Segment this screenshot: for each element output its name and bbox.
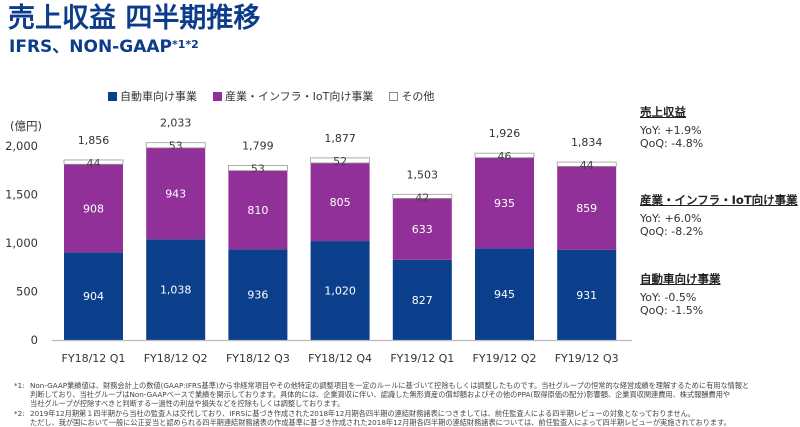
data-label: 945 [494,288,515,301]
data-label: 827 [412,294,433,307]
footnote-line: ただし、我が国において一般に公正妥当と認められる四半期連結財務諸表の作成基準に基… [30,417,731,427]
bar-segment-other [556,161,617,167]
data-label: 936 [247,289,268,302]
bar-segment-other [63,159,124,165]
total-label: 1,834 [571,136,603,149]
x-tick-label: FY18/12 Q3 [226,352,290,365]
side-note-qoq: QoQ: -4.8% [640,137,704,150]
data-label: 53 [251,162,265,175]
data-label: 908 [83,202,104,215]
x-tick-label: FY18/12 Q1 [62,352,126,365]
bar-segment-automotive [228,249,288,340]
total-label: 1,877 [324,132,356,145]
y-tick-label: 500 [16,285,38,299]
data-label: 53 [169,140,183,153]
subtitle-text: IFRS、NON-GAAP [9,37,172,57]
bar-segment-industrial [310,162,370,242]
x-tick-label: FY19/12 Q3 [555,352,619,365]
x-tick-label: FY18/12 Q2 [144,352,208,365]
data-label: 1,020 [324,285,356,298]
total-label: 2,033 [160,117,192,130]
bar-segment-industrial [557,166,617,250]
data-label: 931 [576,289,597,302]
side-note-automotive: 自動車向け事業 YoY: -0.5% QoQ: -1.5% [640,271,721,317]
bar-segment-other [310,157,371,164]
legend-swatch-automotive [108,91,117,101]
side-note-industrial: 産業・インフラ・IoT向け事業 YoY: +6.0% QoQ: -8.2% [640,192,798,238]
bar-segment-industrial [64,164,123,253]
data-label: 44 [580,159,594,172]
data-label: 935 [494,197,515,210]
data-label: 859 [576,202,597,215]
footnote-line: 当社グループが控除すべきと判断する一過性の利益や損失などを控除もしくは調整してお… [30,399,345,409]
side-note-yoy: YoY: +1.9% [640,124,702,137]
footnote-line: 判断しており、当社グループはNon-GAAPベースで業績を開示しております。具体… [30,390,731,400]
legend-item-automotive: 自動車向け事業 [108,88,197,104]
data-label: 1,038 [160,284,192,297]
footnote-mark: *2: [14,408,25,418]
footnote-line: 2019年12月期第１四半期から当社の監査人は交代しており、IFRSに基づき作成… [30,408,695,418]
y-tick-label: 0 [31,333,38,347]
bar-segment-automotive [64,252,123,340]
bar-segment-automotive [146,239,206,340]
data-label: 805 [330,196,351,209]
side-note-qoq: QoQ: -8.2% [640,225,704,238]
bar-segment-industrial [392,198,452,260]
legend-item-industrial: 産業・インフラ・IoT向け事業 [213,88,373,104]
legend-swatch-industrial [213,91,222,101]
footnote-line: Non-GAAP業績値は、財務会計上の数値(GAAP:IFRS基準)から非経常項… [30,381,750,390]
legend-label: 自動車向け事業 [120,90,197,103]
data-label: 810 [247,204,268,217]
bar-segment-automotive [392,259,452,340]
data-label: 44 [87,157,101,170]
footnote-mark: *1: [14,381,25,390]
page-title: 売上収益 四半期推移 [8,3,261,34]
footnote-2: *2: 2019年12月期第１四半期から当社の監査人は交代しており、IFRSに基… [14,409,794,427]
bar-segment-industrial [146,147,206,240]
legend-label: 産業・インフラ・IoT向け事業 [225,90,374,103]
data-label: 42 [415,191,429,204]
side-note-yoy: YoY: +6.0% [640,212,702,225]
data-label: 633 [412,223,433,236]
side-note-revenue: 売上収益 YoY: +1.9% QoQ: -4.8% [640,104,703,150]
data-label: 52 [333,155,347,168]
bar-segment-automotive [475,248,534,340]
page-subtitle: IFRS、NON-GAAP*1*2 [9,36,199,58]
total-label: 1,503 [407,168,439,181]
x-tick-label: FY18/12 Q4 [308,352,372,365]
legend-label: その他 [401,90,435,103]
y-tick-label: 2,000 [5,139,38,153]
bar-segment-industrial [228,170,288,250]
total-label: 1,799 [242,139,274,152]
side-note-heading: 産業・インフラ・IoT向け事業 [640,193,798,207]
x-tick-label: FY19/12 Q1 [390,352,454,365]
chart-legend: 自動車向け事業 産業・インフラ・IoT向け事業 その他 [108,88,434,104]
side-note-heading: 自動車向け事業 [640,272,721,286]
x-tick-label: FY19/12 Q2 [473,352,537,365]
bar-segment-other [145,142,206,149]
total-label: 1,926 [489,127,521,140]
legend-item-other: その他 [389,88,434,104]
bar-segment-other [392,193,453,199]
footnotes: *1: Non-GAAP業績値は、財務会計上の数値(GAAP:IFRS基準)から… [14,381,794,427]
bar-segment-automotive [310,241,370,340]
bar-segment-other [227,165,288,172]
y-tick-label: 1,500 [5,188,38,202]
data-label: 46 [498,150,512,163]
bar-segment-other [474,152,535,159]
bar-segment-automotive [557,249,617,340]
y-tick-label: 1,000 [5,236,38,250]
total-label: 1,856 [78,134,110,147]
bar-segment-industrial [475,157,534,249]
data-label: 904 [83,290,104,303]
legend-swatch-other [389,91,399,101]
y-axis-unit-label: (億円) [10,119,42,133]
footnote-1: *1: Non-GAAP業績値は、財務会計上の数値(GAAP:IFRS基準)から… [14,381,794,409]
data-label: 943 [165,188,186,201]
subtitle-footnote-ref: *1*2 [171,38,199,51]
side-note-heading: 売上収益 [640,105,686,119]
side-note-qoq: QoQ: -1.5% [640,304,704,317]
side-note-yoy: YoY: -0.5% [640,291,697,304]
